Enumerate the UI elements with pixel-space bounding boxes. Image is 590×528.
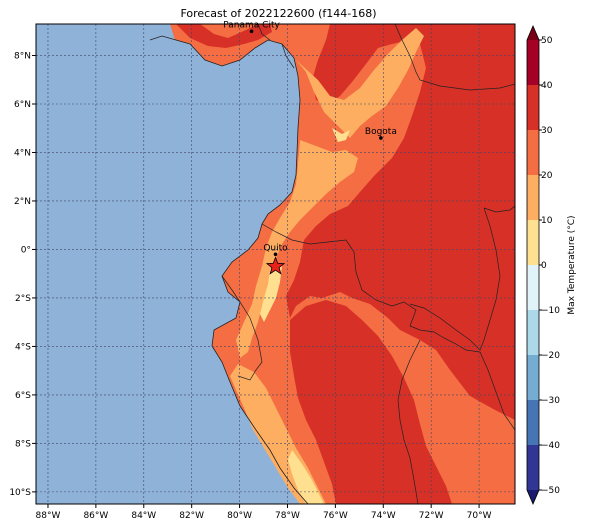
colorbar-bin [527, 355, 539, 400]
land-temp-0-10 [260, 262, 282, 322]
colorbar-tick-label: −40 [541, 441, 560, 451]
colorbar-tick-label: 20 [541, 171, 553, 181]
land-temp-30-40 [286, 24, 515, 420]
city-label: Panama City [223, 20, 280, 30]
land-temp-30-40 [290, 300, 452, 504]
lat-tick-label: 2°S [15, 294, 31, 304]
colorbar-bin [527, 40, 539, 85]
map-gridlines [36, 24, 515, 504]
map-frame [35, 23, 516, 505]
lon-tick-label: 82°W [179, 511, 204, 521]
city-label: Quito [263, 243, 288, 253]
land-temp-0-10 [332, 128, 350, 142]
lon-tick-label: 80°W [227, 511, 252, 521]
land-temp-30-40 [176, 24, 272, 48]
city-label: Bogota [365, 127, 397, 137]
colorbar-tick-label: 40 [541, 81, 553, 91]
colorbar-bin [527, 85, 539, 130]
colorbar-tick-label: −10 [541, 306, 560, 316]
lat-tick-label: 4°N [14, 148, 31, 158]
colorbar-bin [527, 445, 539, 490]
land-temp-10-20 [236, 140, 358, 358]
map-title: Forecast of 2022122600 (f144-168) [180, 7, 377, 20]
colorbar-bin [527, 220, 539, 265]
city-dot-icon [379, 136, 383, 140]
lat-tick-label: 8°S [15, 439, 31, 449]
city-markers: Panama City Bogota Quito [223, 20, 397, 257]
colorbar-tick-label: 0 [541, 261, 547, 271]
lon-tick-label: 70°W [467, 511, 492, 521]
lon-tick-label: 74°W [371, 511, 396, 521]
lat-tick-label: 10°S [9, 488, 31, 498]
lon-tick-label: 88°W [36, 511, 61, 521]
colorbar-tick-label: −20 [541, 351, 560, 361]
lon-tick-label: 78°W [275, 511, 300, 521]
colorbar-label: Max Temperature (°C) [567, 215, 577, 314]
colorbar-extend-max [527, 26, 539, 40]
colorbar-tick-label: 50 [541, 36, 553, 46]
colorbar-bin [527, 265, 539, 310]
forecast-location-star-icon [265, 256, 286, 275]
lon-tick-label: 84°W [131, 511, 156, 521]
colorbar-bin [527, 130, 539, 175]
city-dot-icon [273, 252, 278, 257]
map-axis-ticks: 88°W 86°W 84°W 82°W 80°W 78°W 76°W 74°W 72°W 70°W… [9, 52, 491, 521]
colorbar: 50 40 30 20 10 0 −10 −20 −30 −40 −50 [526, 24, 560, 506]
land-temp-30-40 [312, 24, 450, 104]
city-dot-icon [249, 29, 254, 34]
lon-tick-label: 76°W [323, 511, 348, 521]
colorbar-tick-label: −50 [541, 486, 560, 496]
lat-tick-label: 2°N [14, 197, 31, 207]
lat-tick-label: 0° [21, 245, 31, 255]
coastline [149, 35, 309, 504]
colorbar-tick-label: 30 [541, 126, 553, 136]
colorbar-tick-label: 10 [541, 216, 553, 226]
colorbar-extend-min [527, 490, 539, 504]
lon-tick-label: 72°W [419, 511, 444, 521]
lat-tick-label: 4°S [15, 342, 31, 352]
colorbar-tick-label: −30 [541, 396, 560, 406]
land-temp-0-10 [288, 450, 324, 504]
colorbar-bin [527, 400, 539, 445]
colorbar-bin [527, 175, 539, 220]
lat-tick-label: 6°S [15, 391, 31, 401]
country-borders [221, 24, 515, 504]
lat-tick-label: 6°N [14, 100, 31, 110]
lon-tick-label: 86°W [83, 511, 108, 521]
lat-tick-label: 8°N [14, 52, 31, 62]
colorbar-bin [527, 310, 539, 355]
